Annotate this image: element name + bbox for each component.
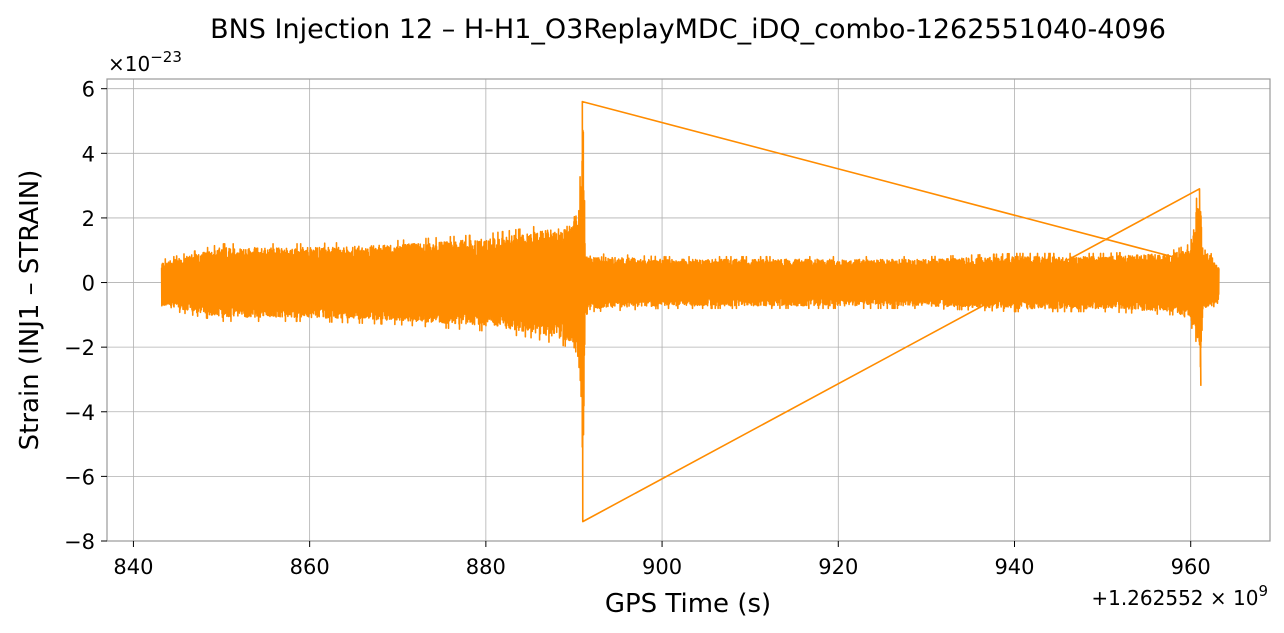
plot-frame — [106, 78, 1271, 542]
y-tick-label: −4 — [64, 401, 95, 425]
x-axis-title: GPS Time (s) — [605, 589, 771, 619]
x-axis-ticks: 840 860 880 900 920 940 960 — [113, 541, 1211, 579]
y-tick-label: 2 — [82, 207, 95, 231]
y-tick-label: 0 — [82, 272, 95, 296]
y-scale-label: ×10−23 — [108, 48, 182, 76]
y-tick-label: −6 — [64, 465, 95, 489]
x-tick-label: 960 — [1171, 555, 1211, 579]
x-tick-label: 860 — [290, 555, 330, 579]
series-strain — [160, 100, 1220, 523]
y-tick-label: −8 — [64, 530, 95, 554]
y-tick-label: −2 — [64, 336, 95, 360]
y-axis-title: Strain (INJ1 – STRAIN) — [15, 170, 45, 451]
x-tick-label: 880 — [466, 555, 506, 579]
x-tick-label: 940 — [994, 555, 1034, 579]
y-axis-ticks: −8 −6 −4 −2 0 2 4 6 — [64, 78, 107, 554]
y-tick-label: 4 — [82, 142, 95, 166]
x-tick-label: 840 — [113, 555, 153, 579]
strain-line — [160, 100, 1220, 523]
chart-title: BNS Injection 12 – H-H1_O3ReplayMDC_iDQ_… — [210, 14, 1166, 45]
y-tick-label: 6 — [82, 78, 95, 102]
x-tick-label: 920 — [818, 555, 858, 579]
x-tick-label: 900 — [642, 555, 682, 579]
x-offset-label: +1.262552 × 109 — [1091, 582, 1268, 610]
